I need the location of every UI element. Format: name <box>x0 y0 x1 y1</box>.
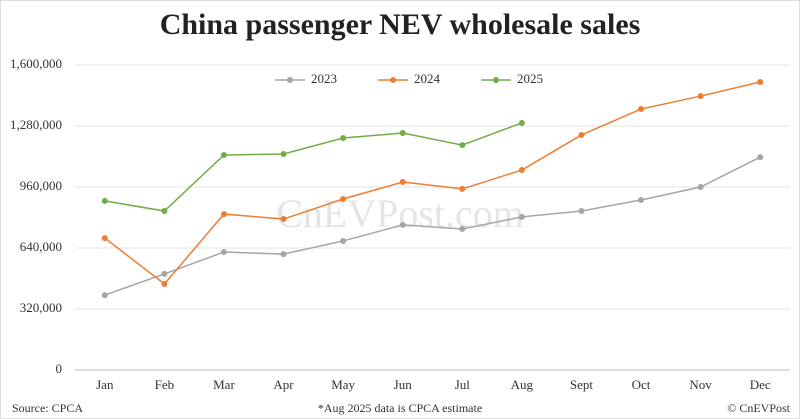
x-tick-label: Dec <box>750 377 771 392</box>
data-point <box>340 237 347 244</box>
data-point <box>101 197 108 204</box>
y-tick-label: 1,600,000 <box>10 56 62 71</box>
data-point <box>280 251 287 258</box>
footnote: *Aug 2025 data is CPCA estimate <box>318 401 482 415</box>
chart-title: China passenger NEV wholesale sales <box>160 8 641 41</box>
data-point <box>220 211 227 218</box>
data-point <box>518 213 525 220</box>
data-point <box>101 292 108 299</box>
x-tick-label: Nov <box>689 377 712 392</box>
series-line <box>104 81 761 286</box>
data-point <box>518 119 525 126</box>
data-point <box>638 106 645 113</box>
data-point <box>459 225 466 232</box>
data-point <box>459 185 466 192</box>
legend-label: 2025 <box>517 71 543 86</box>
data-point <box>757 78 764 85</box>
data-point <box>340 135 347 142</box>
legend-marker <box>287 77 293 83</box>
data-point <box>578 208 585 215</box>
legend-marker <box>390 77 396 83</box>
data-point <box>161 281 168 288</box>
source: Source: CPCA <box>12 401 83 415</box>
data-point <box>220 249 227 256</box>
x-tick-label: May <box>331 377 355 392</box>
x-tick-label: Apr <box>273 377 294 392</box>
data-point <box>161 270 168 277</box>
x-tick-label: Sept <box>570 377 594 392</box>
x-tick-label: Jan <box>96 377 114 392</box>
legend-label: 2023 <box>311 71 337 86</box>
y-tick-label: 1,280,000 <box>10 117 62 132</box>
series-line <box>104 156 761 296</box>
data-point <box>638 196 645 203</box>
legend-marker <box>493 77 499 83</box>
x-tick-label: Jun <box>394 377 413 392</box>
y-tick-label: 0 <box>56 361 63 376</box>
data-point <box>101 235 108 242</box>
y-tick-label: 640,000 <box>20 239 62 254</box>
x-tick-label: Mar <box>213 377 235 392</box>
data-point <box>220 151 227 158</box>
data-point <box>399 179 406 186</box>
data-point <box>399 221 406 228</box>
data-point <box>459 142 466 149</box>
data-point <box>399 130 406 137</box>
credit: © CnEVPost <box>727 401 790 415</box>
data-point <box>280 151 287 158</box>
y-tick-label: 320,000 <box>20 300 62 315</box>
y-tick-label: 960,000 <box>20 178 62 193</box>
x-tick-label: Feb <box>155 377 175 392</box>
x-tick-label: Aug <box>511 377 534 392</box>
data-point <box>697 184 704 190</box>
data-point <box>697 93 704 100</box>
data-point <box>518 167 525 174</box>
x-tick-label: Oct <box>632 377 651 392</box>
watermark: CnEVPost.com <box>276 191 524 236</box>
legend-label: 2024 <box>414 71 441 86</box>
data-point <box>161 208 168 215</box>
x-tick-label: Jul <box>455 377 471 392</box>
data-point <box>578 131 585 138</box>
data-point <box>340 196 347 203</box>
data-point <box>280 216 287 223</box>
series-line <box>104 122 523 212</box>
data-point <box>757 154 764 161</box>
